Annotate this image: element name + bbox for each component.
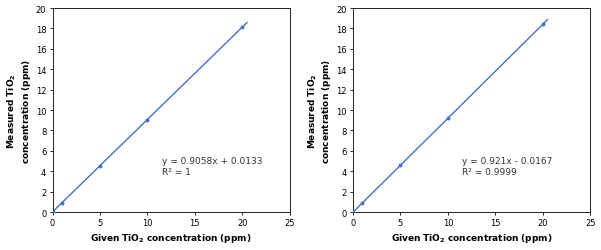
Text: y = 0.921x - 0.0167
R² = 0.9999: y = 0.921x - 0.0167 R² = 0.9999 [462,157,552,176]
Point [538,23,548,27]
X-axis label: $\mathregular{Given\ TiO_2\ concentration\ (ppm)}$: $\mathregular{Given\ TiO_2\ concentratio… [90,232,252,244]
Point [142,118,152,122]
Point [47,210,57,214]
Text: y = 0.9058x + 0.0133
R² = 1: y = 0.9058x + 0.0133 R² = 1 [162,157,262,176]
Point [395,163,405,167]
Point [95,164,105,168]
Y-axis label: $\mathregular{Measured\ TiO_2}$
$\mathregular{concentration\ (ppm)}$: $\mathregular{Measured\ TiO_2}$ $\mathre… [5,58,33,163]
Point [57,201,67,205]
Point [237,26,247,30]
X-axis label: $\mathregular{Given\ TiO_2\ concentration\ (ppm)}$: $\mathregular{Given\ TiO_2\ concentratio… [391,232,552,244]
Y-axis label: $\mathregular{Measured\ TiO_2}$
$\mathregular{concentration\ (ppm)}$: $\mathregular{Measured\ TiO_2}$ $\mathre… [306,58,334,163]
Point [348,210,358,214]
Point [358,201,367,205]
Point [443,117,453,121]
